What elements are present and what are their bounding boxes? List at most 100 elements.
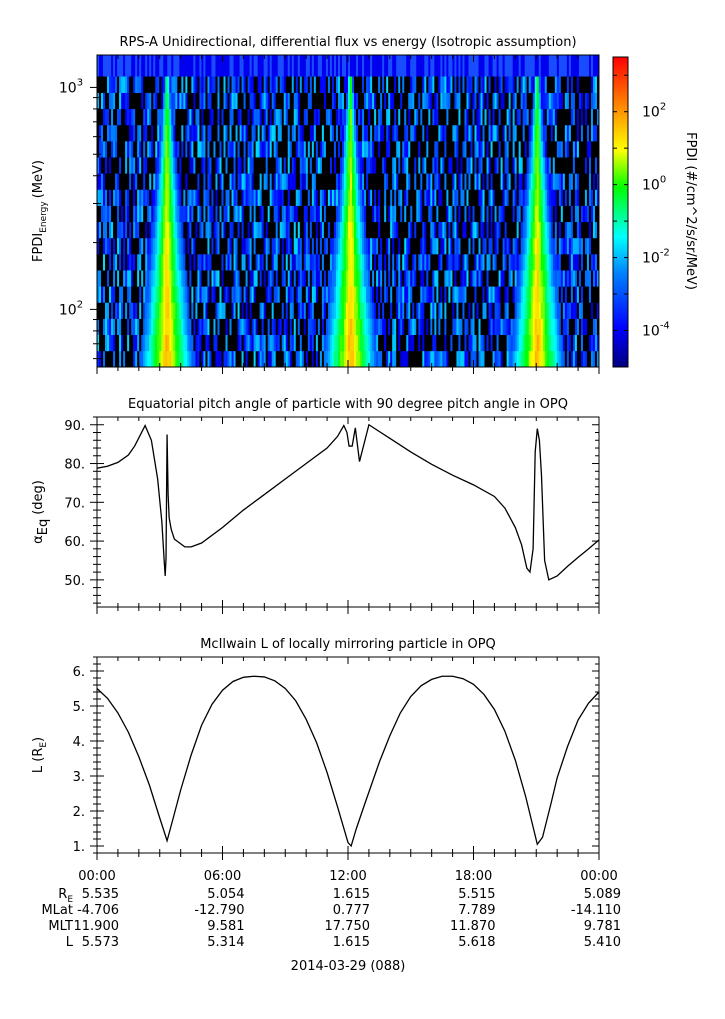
spectrogram-cell <box>107 318 110 336</box>
spectrogram-cell <box>297 157 301 174</box>
spectrogram-cell <box>153 318 156 336</box>
spectrogram-cell <box>408 286 411 303</box>
spectrogram-cell <box>169 92 172 110</box>
spectrogram-cell <box>315 124 319 142</box>
spectrogram-cell <box>145 92 148 110</box>
spectrogram-cell <box>538 334 542 352</box>
spectrogram-cell <box>237 254 240 271</box>
spectrogram-cell <box>137 189 140 206</box>
spectrogram-cell <box>358 350 361 368</box>
spectrogram-cell <box>203 270 206 287</box>
spectrogram-cell <box>508 270 512 287</box>
spectrogram-cell <box>229 92 232 110</box>
spectrogram-cell <box>448 237 451 255</box>
spectrogram-cell <box>235 189 238 206</box>
spectrogram-cell <box>159 237 162 255</box>
spectrogram-cell <box>271 318 275 336</box>
spectrogram-cell <box>440 92 443 110</box>
spectrogram-cell <box>133 141 136 158</box>
spectrogram-cell <box>145 302 148 319</box>
spectrogram-cell <box>596 318 600 336</box>
spectrogram-cell <box>317 286 321 303</box>
spectrogram-cell <box>99 124 102 142</box>
spectrogram-cell <box>400 350 403 368</box>
spectrogram-cell <box>259 141 263 158</box>
spectrogram-cell <box>430 302 433 319</box>
spectrogram-cell <box>123 334 126 352</box>
spectrogram-cell <box>594 157 598 174</box>
spectrogram-cell <box>183 221 186 239</box>
spectrogram-cell <box>522 205 526 223</box>
spectrogram-cell <box>161 108 164 126</box>
spectrogram-cell <box>219 76 222 93</box>
spectrogram-cell <box>564 124 568 142</box>
spectrogram-cell <box>261 350 265 368</box>
spectrogram-cell <box>590 189 594 206</box>
spectrogram-cell <box>480 350 483 368</box>
spectrogram-cell <box>193 221 196 239</box>
spectrogram-cell <box>538 76 542 93</box>
spectrogram-cell <box>482 286 485 303</box>
spectrogram-cell <box>239 157 242 174</box>
spectrogram-cell <box>315 108 319 126</box>
spectrogram-cell <box>524 221 528 239</box>
spectrogram-cell <box>348 76 351 93</box>
spectrogram-cell <box>123 189 126 206</box>
spectrogram-cell <box>269 189 273 206</box>
spectrogram-cell <box>578 173 582 190</box>
spectrogram-cell <box>111 124 114 142</box>
spectrogram-cell <box>416 141 419 158</box>
spectrogram-cell <box>466 254 469 271</box>
spectrogram-cell <box>476 350 479 368</box>
spectrogram-cell <box>263 237 267 255</box>
spectrogram-cell <box>572 189 576 206</box>
spectrogram-cell <box>576 350 580 368</box>
spectrogram-cell <box>564 318 568 336</box>
spectrogram-cell <box>307 76 311 93</box>
spectrogram-cell <box>273 318 277 336</box>
spectrogram-cell <box>394 318 397 336</box>
spectrogram-cell <box>592 302 596 319</box>
spectrogram-cell <box>464 237 467 255</box>
spectrogram-cell <box>500 76 504 93</box>
spectrogram-cell <box>333 55 337 77</box>
spectrogram-cell <box>454 286 457 303</box>
spectrogram-cell <box>333 270 337 287</box>
spectrogram-cell <box>345 254 349 271</box>
spectrogram-cell <box>412 254 415 271</box>
spectrogram-cell <box>125 302 128 319</box>
spectrogram-cell <box>215 221 218 239</box>
spectrogram-cell <box>402 286 405 303</box>
spectrogram-cell <box>151 270 154 287</box>
spectrogram-cell <box>404 141 407 158</box>
spectrogram-cell <box>283 221 287 239</box>
spectrogram-cell <box>117 92 120 110</box>
spectrogram-cell <box>295 108 299 126</box>
spectrogram-cell <box>438 286 441 303</box>
spectrogram-cell <box>464 173 467 190</box>
spectrogram-cell <box>368 286 371 303</box>
spectrogram-cell <box>169 173 172 190</box>
spectrogram-cell <box>414 76 417 93</box>
spectrogram-cell <box>299 286 303 303</box>
spectrogram-cell <box>578 92 582 110</box>
spectrogram-cell <box>269 302 273 319</box>
spectrogram-cell <box>243 141 246 158</box>
spectrogram-cell <box>416 173 419 190</box>
spectrogram-cell <box>582 318 586 336</box>
spectrogram-cell <box>119 302 122 319</box>
spectrogram-cell <box>398 124 401 142</box>
spectrogram-cell <box>227 124 230 142</box>
spectrogram-cell <box>199 141 202 158</box>
spectrogram-cell <box>201 334 204 352</box>
spectrogram-cell <box>133 302 136 319</box>
spectrogram-cell <box>408 318 411 336</box>
spectrogram-cell <box>382 173 385 190</box>
spectrogram-cell <box>345 124 349 142</box>
spectrogram-cell <box>267 189 271 206</box>
spectrogram-cell <box>594 108 598 126</box>
spectrogram-cell <box>259 270 263 287</box>
spectrogram-cell <box>520 254 524 271</box>
spectrogram-cell <box>213 108 216 126</box>
spectrogram-cell <box>249 334 253 352</box>
